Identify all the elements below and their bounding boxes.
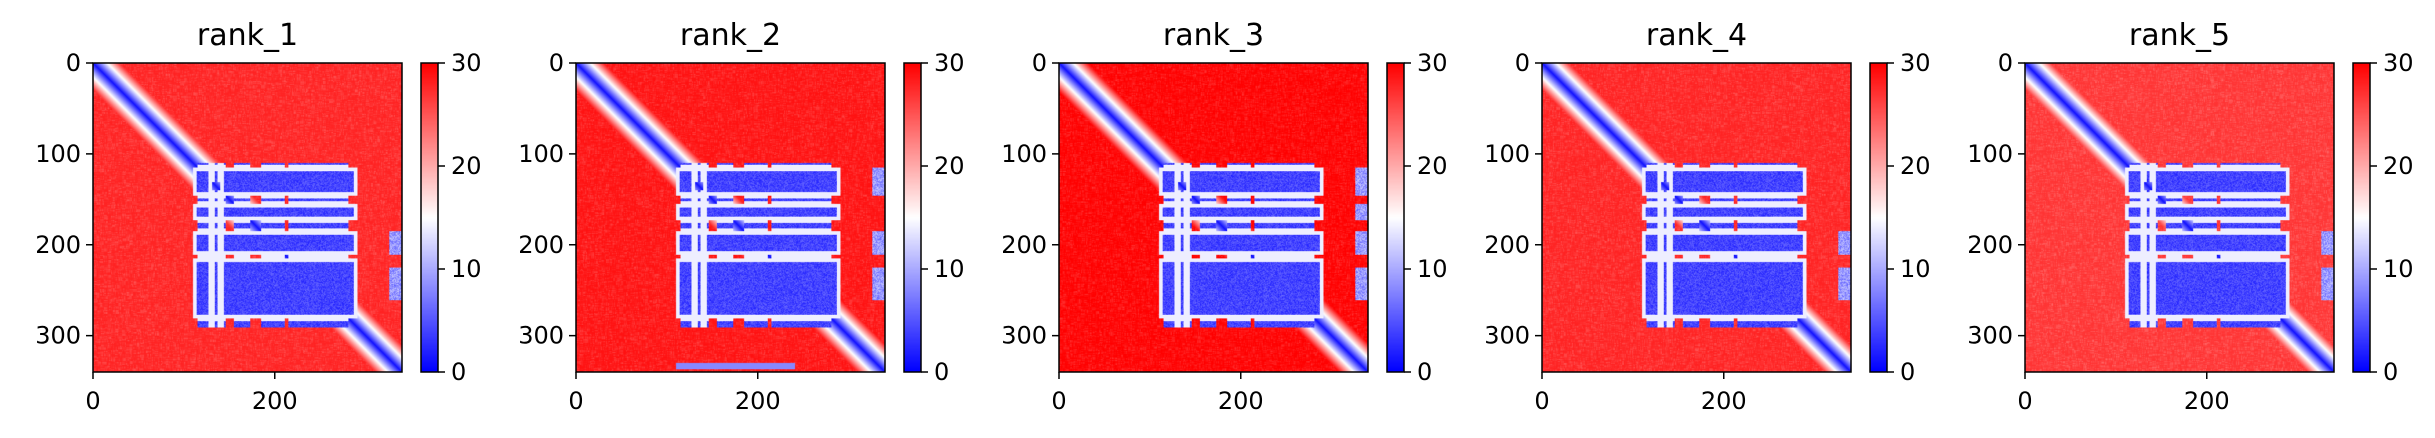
x-tick-label: 0 (568, 387, 583, 415)
colorbar-gradient (1870, 63, 1887, 372)
colorbar-tick-label: 20 (1900, 152, 1931, 180)
y-tick-label: 300 (35, 322, 81, 350)
colorbar-tick-label: 30 (1417, 49, 1448, 77)
plot-frame (575, 62, 886, 373)
colorbar-gradient (2353, 63, 2370, 372)
y-tick-label: 0 (1032, 49, 1047, 77)
heatmap-image (2025, 63, 2334, 372)
x-tick-label: 200 (1218, 387, 1264, 415)
plot-frame (1058, 62, 1369, 373)
plot-frame (2024, 62, 2335, 373)
heatmap-image (576, 63, 885, 372)
y-tick-label: 100 (35, 140, 81, 168)
colorbar-tick-label: 0 (1417, 358, 1432, 386)
x-tick-label: 0 (2017, 387, 2032, 415)
colorbar-tick-label: 30 (2383, 49, 2414, 77)
panel-title: rank_3 (1163, 18, 1264, 53)
colorbar-frame (420, 62, 439, 373)
x-tick-label: 0 (1051, 387, 1066, 415)
y-tick-label: 100 (518, 140, 564, 168)
colorbar-tick-label: 0 (451, 358, 466, 386)
x-tick-label: 200 (735, 387, 781, 415)
heatmap-panel-3: rank_3 0 100 200 300 0 200 0 10 20 30 (1001, 18, 1447, 415)
colorbar-tick-label: 30 (451, 49, 482, 77)
colorbar-tick-label: 0 (934, 358, 949, 386)
colorbar-frame (1869, 62, 1888, 373)
colorbar-frame (1386, 62, 1405, 373)
y-tick-label: 200 (518, 231, 564, 259)
heatmap-panel-1: rank_1 0 100 200 300 0 200 0 10 20 30 (35, 18, 481, 415)
colorbar-tick-label: 20 (2383, 152, 2414, 180)
colorbar-tick-label: 10 (1417, 255, 1448, 283)
y-tick-label: 300 (1484, 322, 1530, 350)
colorbar-gradient (1387, 63, 1404, 372)
y-tick-label: 200 (1967, 231, 2013, 259)
panel-title: rank_4 (1646, 18, 1747, 53)
x-tick-label: 200 (1701, 387, 1747, 415)
y-tick-label: 200 (1001, 231, 1047, 259)
panel-title: rank_2 (680, 18, 781, 53)
colorbar-frame (903, 62, 922, 373)
y-tick-label: 0 (1998, 49, 2013, 77)
x-tick-label: 0 (1534, 387, 1549, 415)
y-tick-label: 300 (1001, 322, 1047, 350)
colorbar-tick-label: 10 (1900, 255, 1931, 283)
colorbar-frame (2352, 62, 2371, 373)
colorbar-tick-label: 10 (934, 255, 965, 283)
y-tick-label: 100 (1484, 140, 1530, 168)
colorbar-tick-label: 30 (1900, 49, 1931, 77)
colorbar-tick-label: 0 (1900, 358, 1915, 386)
x-tick-label: 0 (85, 387, 100, 415)
colorbar-tick-label: 0 (2383, 358, 2398, 386)
plot-frame (92, 62, 403, 373)
colorbar-gradient (904, 63, 921, 372)
colorbar-tick-label: 20 (451, 152, 482, 180)
y-tick-label: 0 (549, 49, 564, 77)
colorbar-gradient (421, 63, 438, 372)
colorbar-tick-label: 10 (451, 255, 482, 283)
y-tick-label: 0 (66, 49, 81, 77)
plot-frame (1541, 62, 1852, 373)
panel-title: rank_1 (197, 18, 298, 53)
heatmap-panel-4: rank_4 0 100 200 300 0 200 0 10 20 30 (1484, 18, 1930, 415)
y-tick-label: 100 (1001, 140, 1047, 168)
y-tick-label: 0 (1515, 49, 1530, 77)
colorbar-tick-label: 10 (2383, 255, 2414, 283)
heatmap-image (93, 63, 402, 372)
heatmap-panel-5: rank_5 0 100 200 300 0 200 0 10 20 30 (1967, 18, 2413, 415)
colorbar-tick-label: 20 (1417, 152, 1448, 180)
heatmap-image (1542, 63, 1851, 372)
colorbar-tick-label: 30 (934, 49, 965, 77)
x-tick-label: 200 (2184, 387, 2230, 415)
colorbar-tick-label: 20 (934, 152, 965, 180)
panel-title: rank_5 (2129, 18, 2230, 53)
y-tick-label: 300 (1967, 322, 2013, 350)
y-tick-label: 100 (1967, 140, 2013, 168)
y-tick-label: 200 (35, 231, 81, 259)
x-tick-label: 200 (252, 387, 298, 415)
heatmap-panel-2: rank_2 0 100 200 300 0 200 0 10 20 30 (518, 18, 964, 415)
y-tick-label: 300 (518, 322, 564, 350)
heatmap-image (1059, 63, 1368, 372)
y-tick-label: 200 (1484, 231, 1530, 259)
